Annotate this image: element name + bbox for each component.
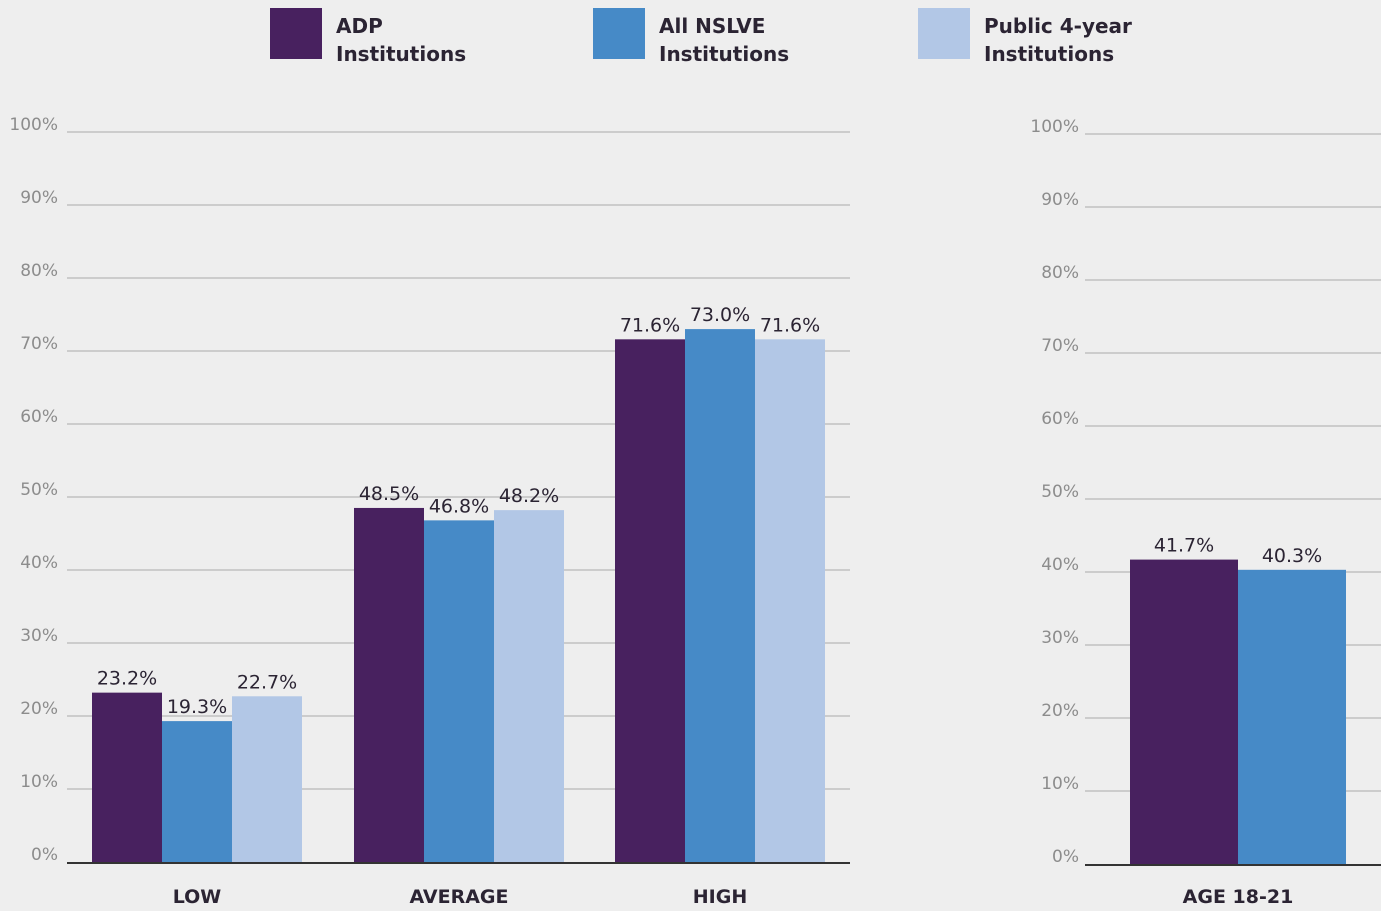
bar-0-0-1: [354, 507, 424, 862]
data-label: 23.2%: [97, 668, 157, 690]
y-tick-label: 40%: [1041, 555, 1079, 575]
y-tick-label: 10%: [20, 772, 58, 792]
legend-swatch-nslve: [593, 8, 645, 59]
bar-1-0-0: [1130, 559, 1238, 864]
chart-legend: ADP Institutions All NSLVE Institutions …: [0, 0, 1381, 70]
y-tick-label: 60%: [1041, 409, 1079, 429]
data-label: 22.7%: [237, 671, 297, 693]
y-tick-label: 10%: [1041, 774, 1079, 794]
category-label: HIGH: [693, 886, 747, 908]
data-label: 41.7%: [1154, 535, 1214, 557]
legend-label-adp: ADP Institutions: [336, 12, 546, 68]
y-tick-label: 0%: [1052, 847, 1079, 867]
bar-0-0-2: [615, 339, 685, 862]
data-label: 73.0%: [690, 304, 750, 326]
y-tick-label: 90%: [1041, 190, 1079, 210]
y-tick-label: 40%: [20, 553, 58, 573]
bar-0-1-0: [162, 721, 232, 862]
data-label: 71.6%: [620, 314, 680, 336]
data-label: 46.8%: [429, 495, 489, 517]
y-tick-label: 20%: [20, 699, 58, 719]
y-tick-label: 50%: [20, 480, 58, 500]
category-label: LOW: [173, 886, 222, 908]
legend-label-nslve-line2: Institutions: [659, 42, 790, 66]
bar-0-0-0: [92, 692, 162, 862]
legend-label-public4yr-line1: Public 4-year: [984, 14, 1132, 38]
legend-swatch-public4yr: [918, 8, 970, 59]
bar-0-1-2: [685, 329, 755, 863]
legend-label-public4yr-line2: Institutions: [984, 42, 1115, 66]
bar-0-2-1: [494, 510, 564, 862]
data-label: 48.2%: [499, 485, 559, 507]
y-tick-label: 30%: [1041, 628, 1079, 648]
bar-0-2-0: [232, 696, 302, 862]
category-label: AVERAGE: [409, 886, 508, 908]
bar-0-1-1: [424, 520, 494, 862]
y-tick-label: 30%: [20, 626, 58, 646]
bar-0-2-2: [755, 339, 825, 862]
data-label: 40.3%: [1262, 545, 1322, 567]
y-tick-label: 0%: [31, 845, 58, 865]
y-tick-label: 80%: [1041, 263, 1079, 283]
legend-label-nslve: All NSLVE Institutions: [659, 12, 869, 68]
y-tick-label: 100%: [9, 115, 58, 135]
y-tick-label: 80%: [20, 261, 58, 281]
y-tick-label: 20%: [1041, 701, 1079, 721]
legend-label-public4yr: Public 4-year Institutions: [984, 12, 1194, 68]
y-tick-label: 70%: [20, 334, 58, 354]
category-label: AGE 18-21: [1183, 886, 1294, 908]
legend-label-adp-line2: Institutions: [336, 42, 467, 66]
y-tick-label: 70%: [1041, 336, 1079, 356]
legend-label-nslve-line1: All NSLVE: [659, 14, 766, 38]
legend-label-adp-line1: ADP: [336, 14, 383, 38]
data-label: 48.5%: [359, 483, 419, 505]
data-label: 71.6%: [760, 314, 820, 336]
data-label: 19.3%: [167, 696, 227, 718]
y-tick-label: 90%: [20, 188, 58, 208]
legend-swatch-adp: [270, 8, 322, 59]
y-tick-label: 100%: [1030, 117, 1079, 137]
y-tick-label: 50%: [1041, 482, 1079, 502]
bar-1-1-0: [1238, 569, 1346, 864]
y-tick-label: 60%: [20, 407, 58, 427]
